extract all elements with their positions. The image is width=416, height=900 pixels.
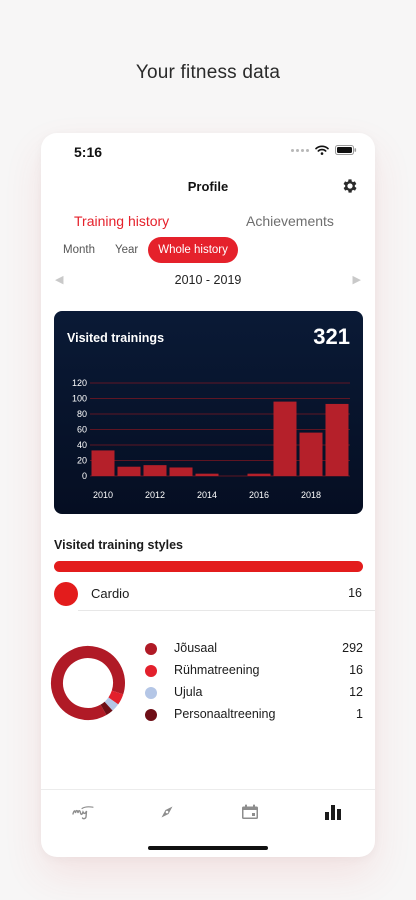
nav-title: Profile [187,179,229,194]
styles-section-title: Visited training styles [54,538,183,552]
x-tick-label: 2014 [197,490,217,500]
range-whole-history-button[interactable]: Whole history [148,237,238,263]
gear-icon[interactable] [341,177,359,195]
bar-2011 [117,466,141,476]
y-tick-label: 80 [77,409,87,419]
chart-total: 321 [313,324,350,349]
tab-bar: Training history Achievements [41,211,375,235]
tab-achievements[interactable]: Achievements [246,213,334,229]
y-tick-label: 60 [77,425,87,435]
x-tick-label: 2012 [145,490,165,500]
status-bar: 5:16 [41,133,375,169]
x-tick-label: 2016 [249,490,269,500]
y-tick-label: 20 [77,456,87,466]
bar-2010 [91,450,115,476]
legend-name: Rühmatreening [174,663,260,677]
stats-icon[interactable] [321,801,345,823]
legend-name: Personaaltreening [174,707,276,721]
compass-icon[interactable] [155,801,179,823]
legend: Jõusaal 292 Rühmatreening 16 Ujula 12 Pe… [145,638,363,726]
donut-chart [51,646,125,720]
bar-2018 [299,432,323,476]
status-time: 5:16 [74,144,103,160]
legend-value: 12 [349,685,363,699]
style-count: 16 [348,586,362,600]
y-tick-label: 120 [72,378,87,388]
legend-item: Rühmatreening 16 [145,660,363,682]
x-tick-label: 2018 [301,490,321,500]
legend-dot [145,687,157,699]
legend-name: Jõusaal [174,641,218,655]
chart-title: Visited trainings [67,331,165,345]
legend-name: Ujula [174,685,203,699]
chart-card: Visited trainings 321 0 20 40 60 80 100 120 201… [54,311,363,514]
period-row: ◀ 2010 - 2019 ▶ [41,271,375,291]
legend-value: 16 [349,663,363,677]
period-label: 2010 - 2019 [174,273,242,287]
y-tick-label: 100 [72,394,87,404]
tab-training-history[interactable]: Training history [74,213,170,229]
signal-icon [291,148,309,152]
bar-2012 [143,465,167,476]
divider [78,610,375,611]
status-icons [291,145,357,155]
bar-2019 [325,403,349,476]
range-month-button[interactable]: Month [63,244,95,256]
styles-progress-bar [54,561,363,572]
wifi-icon [315,145,329,155]
chevron-right-icon[interactable]: ▶ [352,274,361,286]
range-year-button[interactable]: Year [114,244,139,256]
bar-2013 [169,467,193,476]
style-row[interactable]: Cardio 16 [54,579,375,611]
legend-value: 1 [356,707,363,721]
legend-dot [145,709,157,721]
legend-value: 292 [342,641,363,655]
bottom-nav [41,789,375,834]
nav-bar: Profile [41,173,375,201]
style-color-dot [54,582,78,606]
legend-item: Jõusaal 292 [145,638,363,660]
y-tick-label: 40 [77,440,87,450]
bar-chart: 0 20 40 60 80 100 120 2010 2012 2014 2016 2018 [72,378,350,500]
y-tick-label: 0 [82,471,87,481]
legend-item: Personaaltreening 1 [145,704,363,726]
bar-2017 [273,401,297,476]
bar-2016 [247,473,271,476]
legend-dot [145,643,157,655]
style-name: Cardio [91,586,130,601]
legend-dot [145,665,157,677]
range-selector: Month Year Whole history [53,236,238,264]
donut-slice [51,646,125,720]
x-tick-label: 2010 [93,490,113,500]
legend-item: Ujula 12 [145,682,363,704]
phone-screen: 5:16 Profile Training history Achievemen… [41,133,375,857]
calendar-icon[interactable] [238,801,262,823]
battery-icon [335,145,357,155]
page-heading: Your fitness data [135,62,281,83]
bar-2014 [195,473,219,476]
home-indicator [148,846,268,850]
my-logo-icon[interactable] [71,801,95,823]
chevron-left-icon[interactable]: ◀ [55,274,64,286]
